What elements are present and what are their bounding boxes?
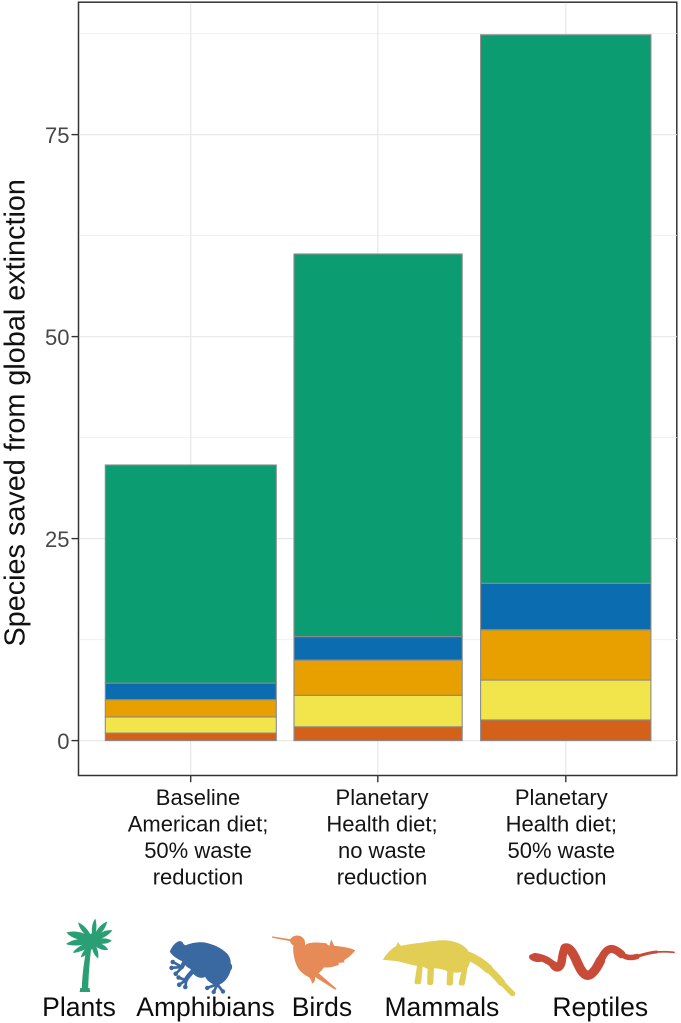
svg-text:reduction: reduction: [337, 865, 428, 890]
svg-text:Mammals: Mammals: [384, 992, 499, 1022]
svg-text:Planetary: Planetary: [515, 785, 608, 810]
svg-text:50% waste: 50% waste: [507, 838, 615, 863]
svg-text:Health diet;: Health diet;: [506, 812, 617, 837]
svg-text:25: 25: [45, 527, 69, 552]
svg-text:0: 0: [57, 729, 69, 754]
svg-text:Amphibians: Amphibians: [136, 992, 274, 1022]
svg-text:50% waste: 50% waste: [144, 838, 252, 863]
svg-text:50: 50: [45, 325, 69, 350]
svg-text:Species saved from global exti: Species saved from global extinction: [0, 179, 31, 646]
svg-text:Plants: Plants: [42, 992, 116, 1022]
svg-text:75: 75: [45, 123, 69, 148]
svg-text:Birds: Birds: [292, 992, 352, 1022]
svg-text:American diet;: American diet;: [128, 812, 269, 837]
svg-text:reduction: reduction: [153, 865, 244, 890]
svg-text:no waste: no waste: [338, 838, 426, 863]
svg-text:Baseline: Baseline: [156, 785, 240, 810]
svg-text:reduction: reduction: [516, 865, 607, 890]
svg-text:Planetary: Planetary: [336, 785, 429, 810]
svg-text:Health diet;: Health diet;: [326, 812, 437, 837]
svg-text:Reptiles: Reptiles: [552, 992, 648, 1022]
